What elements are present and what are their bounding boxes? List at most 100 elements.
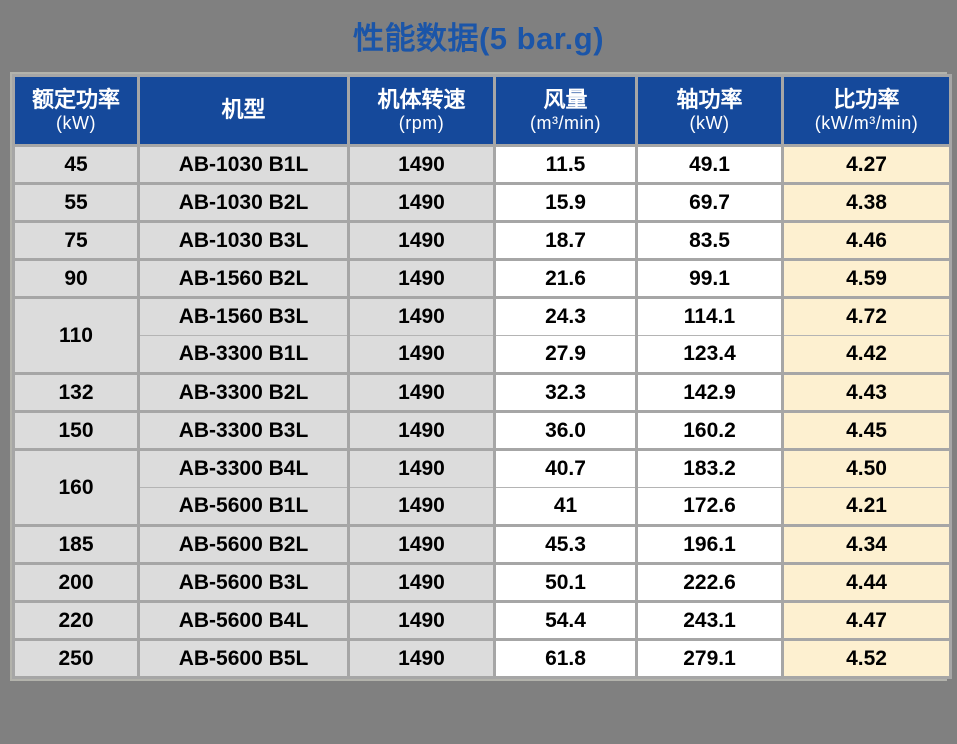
cell-rpm: 1490 xyxy=(347,220,496,261)
cell-specific-power: 4.44 xyxy=(781,562,952,603)
cell-airflow: 36.0 xyxy=(493,410,638,451)
cell-model: AB-3300 B3L xyxy=(137,410,350,451)
cell-power-merged: 160 xyxy=(12,448,140,526)
cell-specific-power: 4.45 xyxy=(781,410,952,451)
cell-power: 185 xyxy=(12,524,140,565)
cell-shaft-power: 196.1 xyxy=(635,524,784,565)
table-row: 110 AB-1560 B3L 1490 24.3 114.1 4.72 xyxy=(12,296,952,374)
cell-rpm: 1490 xyxy=(347,335,496,375)
cell-specific-power: 4.21 xyxy=(781,487,952,527)
cell-rpm: 1490 xyxy=(347,144,496,185)
cell-airflow: 61.8 xyxy=(493,638,638,679)
header-rated-power: 额定功率 (kW) xyxy=(12,74,140,147)
cell-rpm: 1490 xyxy=(347,600,496,641)
table-row: 75 AB-1030 B3L 1490 18.7 83.5 4.46 xyxy=(12,220,952,261)
cell-model: AB-5600 B1L xyxy=(137,487,350,527)
cell-shaft-power: 243.1 xyxy=(635,600,784,641)
cell-airflow: 18.7 xyxy=(493,220,638,261)
cell-rpm: 1490 xyxy=(347,182,496,223)
cell-airflow: 54.4 xyxy=(493,600,638,641)
cell-rpm: 1490 xyxy=(347,258,496,299)
cell-shaft-power: 172.6 xyxy=(635,487,784,527)
cell-airflow: 24.3 xyxy=(493,296,638,336)
cell-shaft-power: 222.6 xyxy=(635,562,784,603)
cell-power: 220 xyxy=(12,600,140,641)
cell-rpm: 1490 xyxy=(347,524,496,565)
performance-table: 额定功率 (kW) 机型 机体转速 (rpm) 风量 (m³/min) 轴功率 xyxy=(12,74,952,679)
cell-shaft-power: 279.1 xyxy=(635,638,784,679)
cell-model: AB-5600 B3L xyxy=(137,562,350,603)
cell-airflow: 41 xyxy=(493,487,638,527)
cell-specific-power: 4.42 xyxy=(781,335,952,375)
cell-airflow: 15.9 xyxy=(493,182,638,223)
header-specific-power: 比功率 (kW/m³/min) xyxy=(781,74,952,147)
table-row: AB-5600 B1L 1490 41 172.6 4.21 xyxy=(14,487,952,527)
cell-rpm: 1490 xyxy=(347,410,496,451)
header-rated-power-title: 额定功率 xyxy=(31,86,120,112)
cell-power: 150 xyxy=(12,410,140,451)
cell-model: AB-3300 B2L xyxy=(137,372,350,413)
cell-specific-power: 4.50 xyxy=(781,448,952,488)
table-row: 200 AB-5600 B3L 1490 50.1 222.6 4.44 xyxy=(12,562,952,603)
cell-model: AB-5600 B2L xyxy=(137,524,350,565)
table-header: 额定功率 (kW) 机型 机体转速 (rpm) 风量 (m³/min) 轴功率 xyxy=(12,74,952,147)
cell-power: 75 xyxy=(12,220,140,261)
cell-shaft-power: 142.9 xyxy=(635,372,784,413)
cell-power: 132 xyxy=(12,372,140,413)
cell-airflow: 40.7 xyxy=(493,448,638,488)
cell-specific-power: 4.27 xyxy=(781,144,952,185)
performance-table-wrapper: 额定功率 (kW) 机型 机体转速 (rpm) 风量 (m³/min) 轴功率 xyxy=(10,72,952,681)
cell-specific-power: 4.38 xyxy=(781,182,952,223)
header-airflow-title: 风量 xyxy=(543,86,588,112)
header-rpm-unit: (rpm) xyxy=(398,112,445,133)
header-specific-power-title: 比功率 xyxy=(833,86,900,112)
cell-specific-power: 4.59 xyxy=(781,258,952,299)
cell-rpm: 1490 xyxy=(347,638,496,679)
header-shaft-power: 轴功率 (kW) xyxy=(635,74,784,147)
header-specific-power-unit: (kW/m³/min) xyxy=(814,112,919,133)
header-row: 额定功率 (kW) 机型 机体转速 (rpm) 风量 (m³/min) 轴功率 xyxy=(12,74,952,147)
cell-rpm: 1490 xyxy=(347,448,496,488)
cell-rpm: 1490 xyxy=(347,372,496,413)
cell-power: 90 xyxy=(12,258,140,299)
table-body: 45 AB-1030 B1L 1490 11.5 49.1 4.27 55 AB… xyxy=(12,144,952,679)
cell-specific-power: 4.72 xyxy=(781,296,952,336)
header-rpm-title: 机体转速 xyxy=(377,86,466,112)
header-model: 机型 xyxy=(137,74,350,147)
cell-power: 200 xyxy=(12,562,140,603)
cell-rpm: 1490 xyxy=(347,487,496,527)
cell-power: 250 xyxy=(12,638,140,679)
header-model-title: 机型 xyxy=(221,97,266,123)
table-row: 220 AB-5600 B4L 1490 54.4 243.1 4.47 xyxy=(12,600,952,641)
header-rated-power-unit: (kW) xyxy=(56,112,96,133)
cell-airflow: 21.6 xyxy=(493,258,638,299)
cell-power-merged: 110 xyxy=(12,296,140,374)
table-row: 160 AB-3300 B4L 1490 40.7 183.2 4.50 xyxy=(12,448,952,526)
cell-model: AB-1030 B2L xyxy=(137,182,350,223)
header-airflow-unit: (m³/min) xyxy=(530,112,601,133)
header-shaft-power-title: 轴功率 xyxy=(676,86,743,112)
cell-model: AB-1560 B2L xyxy=(137,258,350,299)
table-row: 55 AB-1030 B2L 1490 15.9 69.7 4.38 xyxy=(12,182,952,223)
cell-airflow: 50.1 xyxy=(493,562,638,603)
cell-model: AB-5600 B5L xyxy=(137,638,350,679)
cell-shaft-power: 183.2 xyxy=(635,448,784,488)
cell-model: AB-3300 B4L xyxy=(137,448,350,488)
cell-shaft-power: 49.1 xyxy=(635,144,784,185)
cell-model: AB-1030 B3L xyxy=(137,220,350,261)
table-row: 185 AB-5600 B2L 1490 45.3 196.1 4.34 xyxy=(12,524,952,565)
cell-shaft-power: 160.2 xyxy=(635,410,784,451)
cell-airflow: 27.9 xyxy=(493,335,638,375)
header-airflow: 风量 (m³/min) xyxy=(493,74,638,147)
table-row: 132 AB-3300 B2L 1490 32.3 142.9 4.43 xyxy=(12,372,952,413)
cell-rpm: 1490 xyxy=(347,562,496,603)
cell-model: AB-3300 B1L xyxy=(137,335,350,375)
cell-airflow: 32.3 xyxy=(493,372,638,413)
cell-shaft-power: 69.7 xyxy=(635,182,784,223)
cell-airflow: 45.3 xyxy=(493,524,638,565)
table-row: AB-3300 B1L 1490 27.9 123.4 4.42 xyxy=(14,335,952,375)
cell-model: AB-1560 B3L xyxy=(137,296,350,336)
cell-shaft-power: 83.5 xyxy=(635,220,784,261)
cell-specific-power: 4.43 xyxy=(781,372,952,413)
header-rpm: 机体转速 (rpm) xyxy=(347,74,496,147)
